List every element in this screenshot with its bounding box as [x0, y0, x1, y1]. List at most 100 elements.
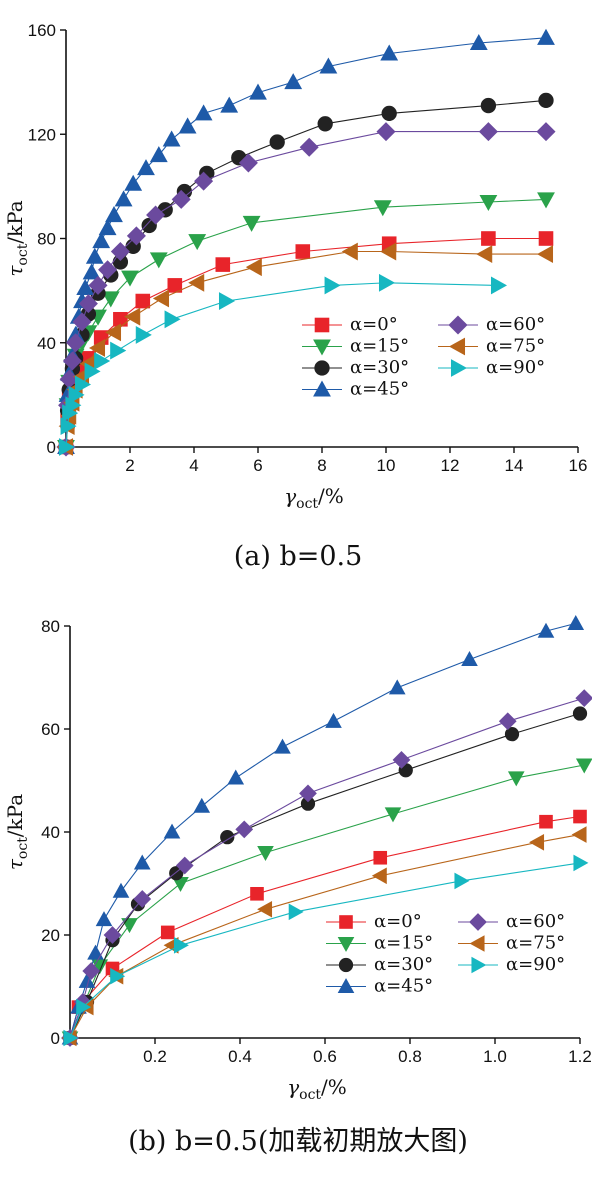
data-point: [529, 833, 545, 851]
data-point: [249, 83, 267, 100]
legend-marker: [313, 380, 331, 397]
data-point: [62, 351, 82, 371]
series-6: [58, 273, 508, 456]
data-point: [573, 809, 587, 824]
data-point: [94, 352, 111, 370]
data-point: [194, 104, 213, 121]
legend-item: α=15°: [302, 336, 409, 357]
legend-label: α=30°: [350, 357, 409, 378]
data-point: [257, 900, 273, 918]
data-point: [194, 171, 214, 191]
data-point: [110, 341, 127, 360]
legend-label: α=75°: [486, 336, 545, 357]
data-point: [124, 174, 143, 191]
legend-item: α=45°: [326, 976, 433, 997]
legend-item: α=90°: [458, 954, 565, 975]
data-point: [341, 242, 358, 261]
data-point: [235, 820, 254, 839]
data-point: [539, 814, 553, 829]
x-tick-label: 2: [125, 456, 134, 475]
data-point: [173, 936, 189, 954]
series-3: [61, 615, 585, 1045]
legend-label: α=0°: [374, 911, 422, 932]
data-point: [269, 134, 285, 150]
data-point: [324, 276, 341, 295]
legend-label: α=60°: [486, 314, 545, 335]
data-point: [72, 312, 92, 332]
data-point: [220, 830, 235, 845]
series-line: [65, 282, 499, 448]
data-point: [469, 34, 488, 51]
x-tick-label: 4: [189, 456, 198, 475]
legend-marker: [471, 956, 487, 974]
y-tick-label: 160: [28, 21, 56, 40]
legend-item: α=60°: [438, 314, 545, 335]
legend: α=0°α=15°α=30°α=45° α=60°α=75°α=90°: [326, 911, 565, 997]
data-point: [60, 417, 77, 436]
data-point: [537, 192, 555, 209]
data-point: [87, 944, 104, 960]
data-point: [299, 137, 319, 157]
legend-label: α=30°: [374, 954, 433, 975]
y-tick-label: 0: [47, 438, 56, 457]
data-point: [284, 73, 303, 90]
legend-item: α=30°: [326, 954, 433, 975]
data-point: [218, 292, 236, 310]
data-point: [146, 205, 166, 225]
data-point: [66, 333, 86, 353]
legend-label: α=0°: [350, 314, 398, 335]
y-tick-label: 40: [41, 823, 60, 842]
y-axis-label: τoct/kPa: [3, 200, 31, 276]
data-point: [162, 130, 181, 147]
legend-item: α=75°: [438, 336, 545, 357]
data-point: [188, 273, 205, 292]
data-point: [461, 651, 478, 667]
legend-item: α=30°: [302, 357, 409, 378]
data-point: [126, 226, 146, 246]
data-point: [245, 258, 262, 277]
data-point: [78, 294, 98, 314]
x-tick-label: 1.0: [483, 1047, 507, 1066]
legend-label: α=45°: [374, 976, 433, 997]
data-point: [507, 771, 525, 787]
data-point: [325, 712, 342, 728]
series-line: [65, 250, 546, 448]
x-axis-label: γoct/%: [287, 1075, 347, 1103]
series-line: [65, 237, 546, 448]
data-point: [454, 872, 470, 890]
data-point: [373, 200, 392, 217]
data-point: [160, 925, 175, 940]
data-point: [575, 689, 592, 707]
data-point: [274, 738, 291, 754]
data-point: [112, 882, 130, 898]
data-point: [227, 769, 245, 785]
y-tick-label: 20: [41, 926, 60, 945]
data-point: [384, 807, 402, 823]
legend-marker: [450, 359, 468, 377]
data-point: [504, 727, 520, 742]
legend-label: α=45°: [350, 379, 409, 400]
data-point: [573, 854, 589, 872]
data-point: [257, 846, 274, 862]
y-tick-label: 80: [37, 230, 56, 249]
data-point: [105, 206, 123, 223]
data-point: [479, 194, 498, 212]
y-tick-label: 120: [28, 125, 56, 144]
data-point: [193, 797, 211, 813]
data-point: [319, 57, 338, 74]
data-point: [288, 903, 304, 921]
series-line: [69, 862, 581, 1039]
data-point: [480, 97, 497, 114]
data-point: [63, 1029, 79, 1047]
data-point: [538, 92, 554, 109]
data-point: [388, 679, 406, 695]
data-point: [149, 252, 168, 269]
data-point: [124, 307, 141, 326]
legend-label: α=90°: [486, 357, 545, 378]
y-tick-label: 80: [41, 617, 60, 636]
data-point: [498, 712, 517, 731]
legend-label: α=15°: [350, 336, 409, 357]
data-point: [242, 215, 261, 232]
data-point: [88, 339, 106, 357]
